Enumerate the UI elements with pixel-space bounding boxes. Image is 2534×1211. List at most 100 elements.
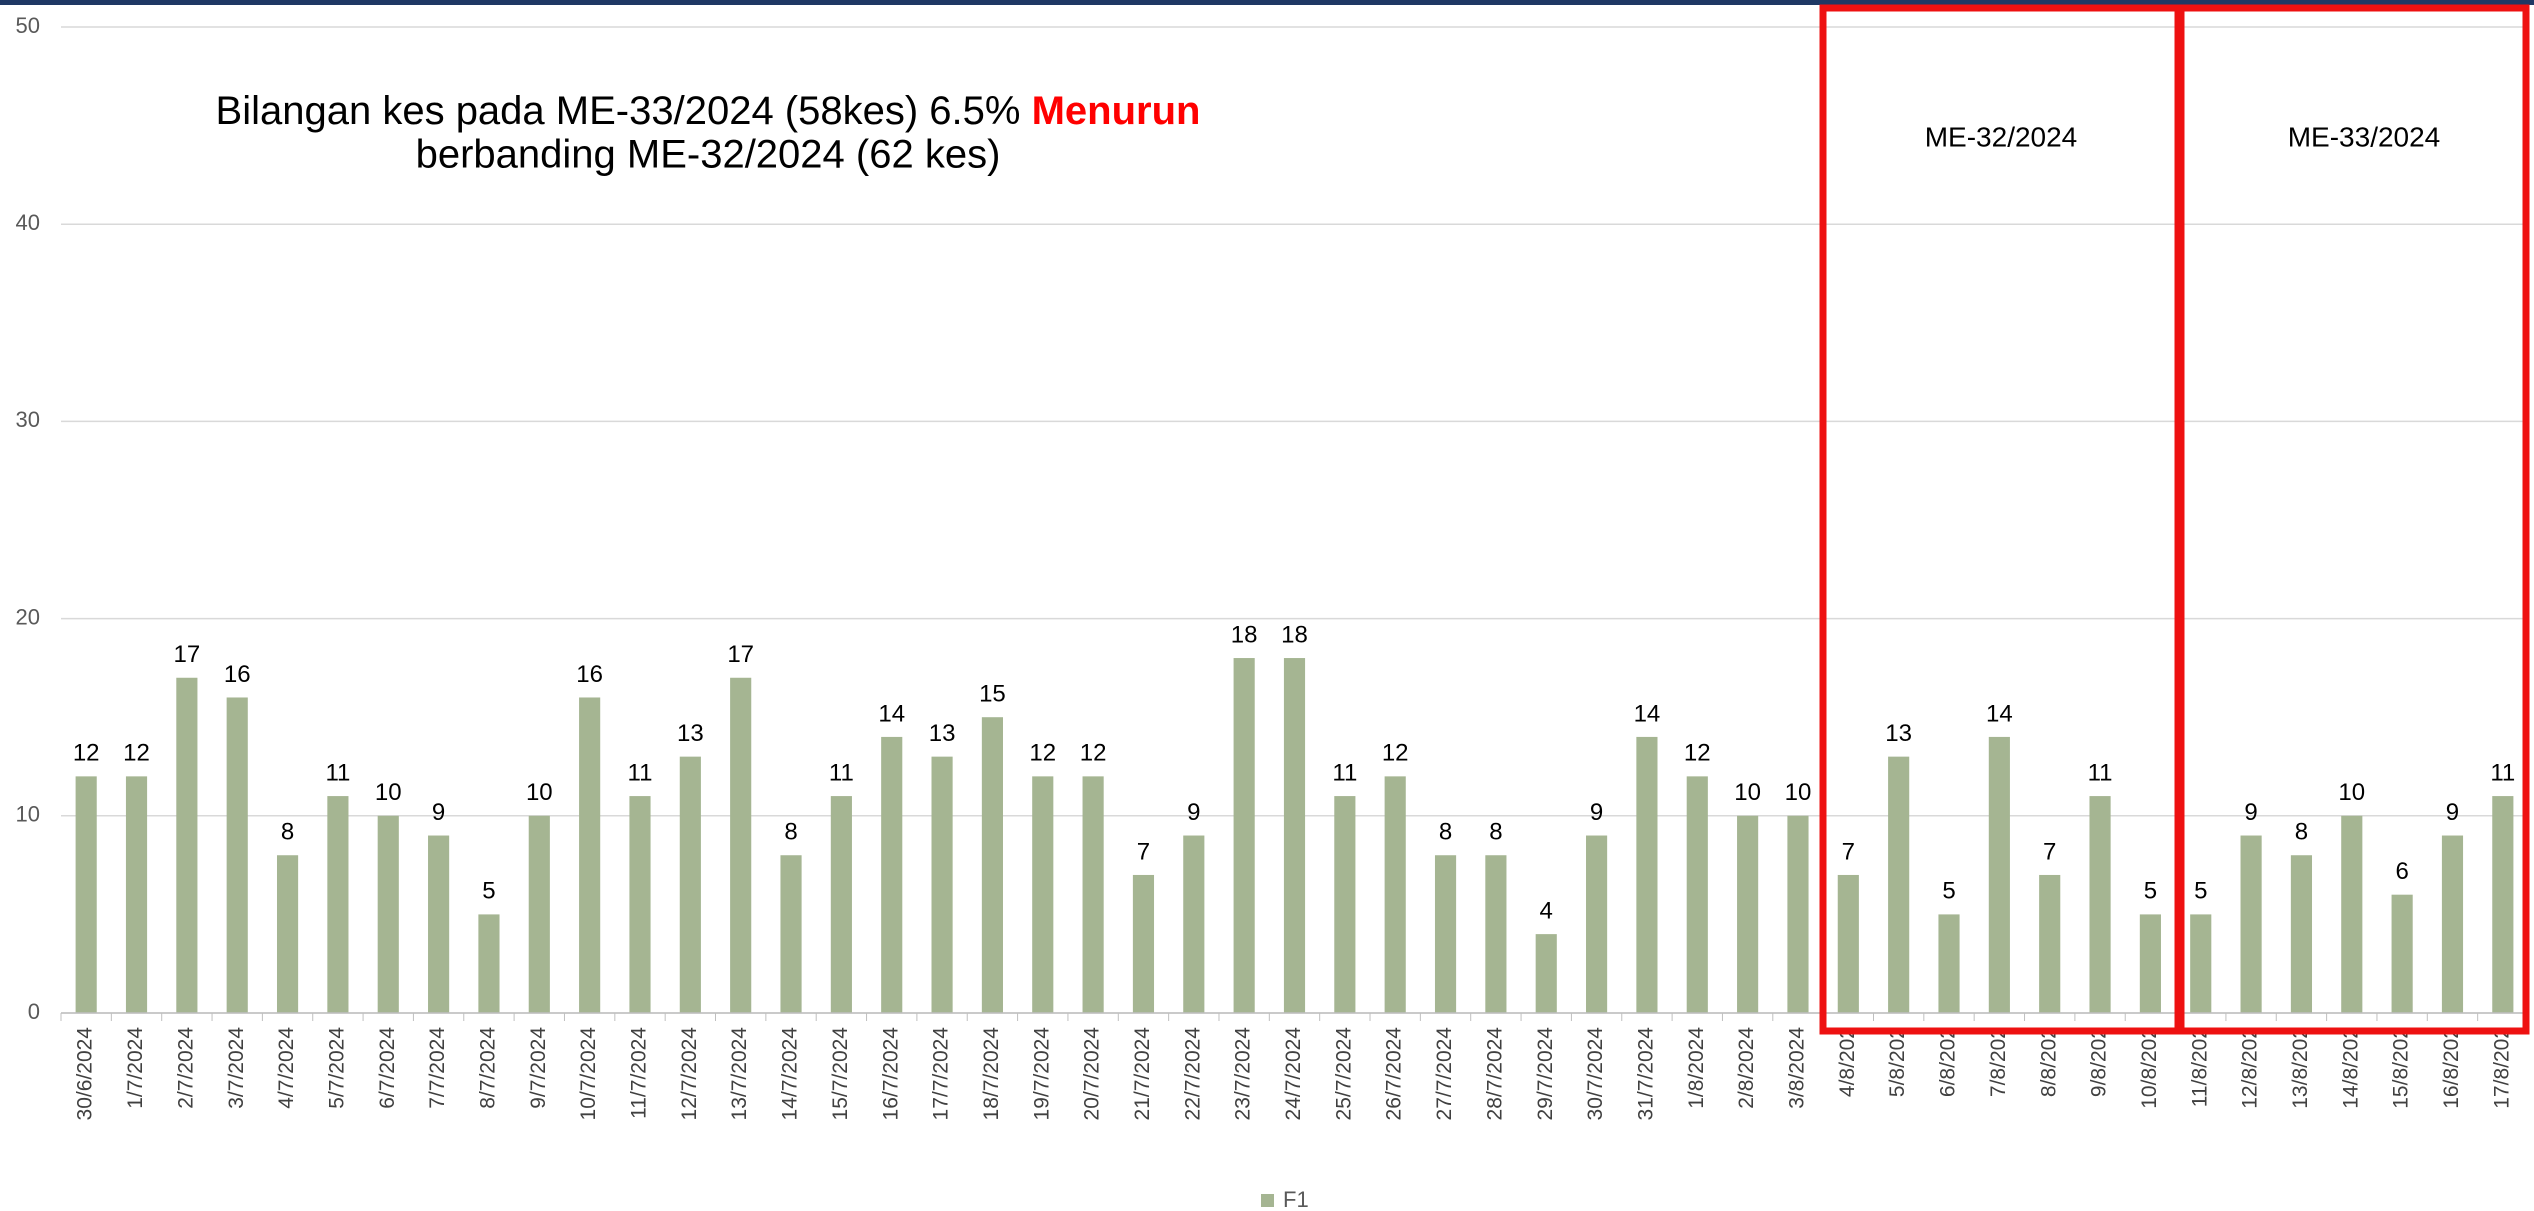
bar <box>1082 776 1104 1013</box>
bar <box>2492 796 2514 1013</box>
data-label: 12 <box>123 740 150 767</box>
bar <box>1384 776 1406 1013</box>
x-tick-label: 24/7/2024 <box>1282 1027 1305 1121</box>
bar <box>2139 914 2161 1013</box>
bar <box>276 855 299 1013</box>
y-tick-label: 0 <box>28 999 40 1024</box>
x-tick-label: 16/7/2024 <box>879 1027 902 1121</box>
x-tick-label: 1/7/2024 <box>124 1027 147 1109</box>
bar <box>1183 835 1205 1013</box>
data-label: 9 <box>432 799 445 826</box>
x-tick-label: 17/7/2024 <box>930 1027 953 1121</box>
x-tick-label: 3/7/2024 <box>225 1027 248 1109</box>
data-label: 4 <box>1540 897 1553 924</box>
bar <box>981 717 1003 1013</box>
bar <box>327 796 349 1013</box>
bar <box>1636 736 1658 1013</box>
bar <box>1535 934 1557 1013</box>
bar <box>881 736 903 1013</box>
bar <box>1988 736 2010 1013</box>
y-tick-label: 30 <box>16 407 40 432</box>
bar <box>1132 874 1155 1013</box>
data-label: 12 <box>73 740 100 767</box>
bar <box>2039 874 2061 1013</box>
bar <box>2290 855 2313 1013</box>
data-label: 8 <box>784 819 797 846</box>
bar <box>1485 855 1507 1013</box>
data-label: 11 <box>628 759 653 786</box>
x-tick-label: 30/6/2024 <box>74 1027 97 1121</box>
x-tick-label: 21/7/2024 <box>1131 1027 1154 1121</box>
y-tick-label: 40 <box>16 210 40 235</box>
x-tick-label: 5/7/2024 <box>325 1027 348 1109</box>
bar <box>629 796 651 1013</box>
x-tick-label: 10/8/202 <box>2138 1027 2161 1109</box>
data-label: 18 <box>1281 621 1308 648</box>
title-highlight: Menurun <box>1032 89 1201 133</box>
x-tick-label: 31/7/2024 <box>1634 1027 1657 1121</box>
x-tick-label: 2/7/2024 <box>174 1027 197 1109</box>
x-tick-label: 8/7/2024 <box>476 1027 499 1109</box>
bar <box>1737 815 1759 1013</box>
x-tick-label: 29/7/2024 <box>1534 1027 1557 1121</box>
x-tick-label: 11/7/2024 <box>628 1027 651 1119</box>
x-tick-label: 13/8/202 <box>2289 1027 2312 1109</box>
x-tick-label: 22/7/2024 <box>1181 1027 1204 1121</box>
data-label: 10 <box>375 779 402 806</box>
data-label: 18 <box>1231 621 1258 648</box>
bar <box>1334 796 1356 1013</box>
data-label: 15 <box>979 681 1006 708</box>
data-label: 11 <box>1332 759 1357 786</box>
bar <box>1032 776 1054 1013</box>
bar <box>528 815 550 1013</box>
data-label: 14 <box>1986 700 2013 727</box>
top-bar <box>0 0 2534 5</box>
x-tick-label: 4/8/202 <box>1836 1027 1859 1097</box>
data-label: 12 <box>1080 740 1107 767</box>
data-label: 11 <box>2088 759 2113 786</box>
x-tick-label: 23/7/2024 <box>1232 1027 1255 1121</box>
x-tick-label: 19/7/2024 <box>1030 1027 1053 1121</box>
bar <box>2341 815 2363 1013</box>
x-tick-label: 14/8/202 <box>2339 1027 2362 1109</box>
data-label: 5 <box>482 878 495 905</box>
data-label: 11 <box>829 759 854 786</box>
bar <box>1434 855 1457 1013</box>
x-tick-label: 4/7/2024 <box>275 1027 298 1109</box>
highlight-box <box>2177 4 2530 1035</box>
bar <box>931 756 953 1013</box>
data-label: 7 <box>1137 838 1150 865</box>
data-label: 7 <box>1842 838 1855 865</box>
bar <box>679 756 701 1013</box>
x-tick-label: 20/7/2024 <box>1081 1027 1104 1121</box>
bar <box>1888 756 1910 1013</box>
data-label: 14 <box>878 700 905 727</box>
y-tick-label: 20 <box>16 604 40 629</box>
chart-title-line2: berbanding ME-32/2024 (62 kes) <box>416 133 1001 177</box>
bar <box>1938 914 1960 1013</box>
x-tick-label: 7/8/202 <box>1987 1027 2010 1097</box>
bar <box>75 776 97 1013</box>
data-label: 9 <box>1187 799 1200 826</box>
x-tick-label: 9/8/202 <box>2088 1027 2111 1097</box>
bar <box>730 677 752 1013</box>
data-label: 12 <box>1382 740 1409 767</box>
bar <box>2089 796 2111 1013</box>
x-tick-label: 26/7/2024 <box>1383 1027 1406 1121</box>
x-tick-label: 8/8/202 <box>2037 1027 2060 1097</box>
bar <box>2240 835 2262 1013</box>
bar <box>2391 894 2413 1013</box>
title-part: Bilangan kes pada ME-33/2024 (58kes) 6.5… <box>216 89 1032 133</box>
data-label: 8 <box>2295 819 2308 846</box>
marks: 12 12 17 16 8 11 10 9 5 10 16 11 13 17 8 11 14 13 15 12 12 7 9… <box>60 621 2528 1211</box>
data-label: 14 <box>1634 700 1661 727</box>
bar <box>1283 658 1306 1013</box>
bar <box>1837 874 1859 1013</box>
chart-title: Bilangan kes pada ME-33/2024 (58kes) 6.5… <box>216 89 1201 133</box>
x-tick-label: 12/8/202 <box>2239 1027 2262 1109</box>
x-tick-label: 28/7/2024 <box>1483 1027 1506 1121</box>
x-tick-label: 13/7/2024 <box>728 1027 751 1121</box>
data-label: 13 <box>677 720 704 747</box>
bar <box>1586 835 1608 1013</box>
data-label: 12 <box>1684 740 1711 767</box>
